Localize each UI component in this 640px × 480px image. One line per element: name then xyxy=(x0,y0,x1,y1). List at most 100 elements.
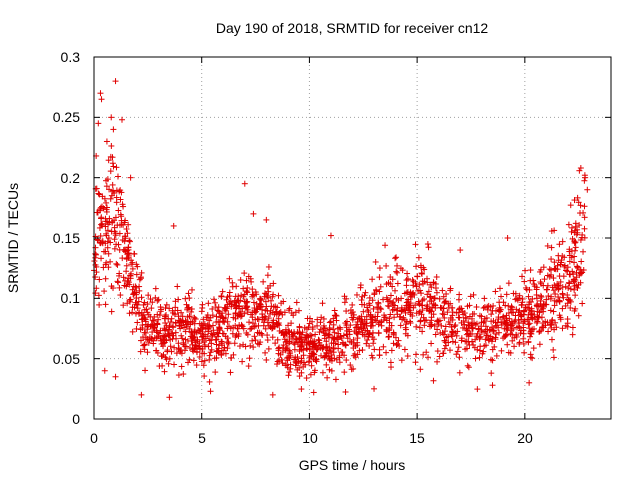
data-point xyxy=(550,346,557,353)
data-point xyxy=(555,257,562,264)
data-point xyxy=(491,343,498,350)
data-point xyxy=(448,304,455,311)
data-point xyxy=(298,343,305,350)
data-point xyxy=(533,295,540,302)
data-point xyxy=(156,330,163,337)
data-point xyxy=(577,210,584,217)
data-point xyxy=(511,343,518,350)
data-point xyxy=(274,320,281,327)
data-point xyxy=(572,292,579,299)
data-point xyxy=(347,307,354,314)
data-point xyxy=(248,325,255,332)
data-point xyxy=(530,345,537,352)
data-point xyxy=(404,270,411,277)
data-point xyxy=(569,324,576,331)
data-point xyxy=(258,297,265,304)
data-point xyxy=(383,294,390,301)
data-point xyxy=(350,352,357,359)
data-point xyxy=(425,354,432,361)
data-point xyxy=(574,194,581,201)
data-point xyxy=(148,305,155,312)
data-point xyxy=(361,316,368,323)
data-point xyxy=(109,160,116,167)
data-point xyxy=(458,305,465,312)
data-point xyxy=(571,278,578,285)
data-point xyxy=(162,326,169,333)
data-point xyxy=(96,239,103,246)
data-point xyxy=(386,297,393,304)
data-point xyxy=(566,280,573,287)
y-tick-label-0: 0 xyxy=(72,411,80,427)
data-point xyxy=(128,270,135,277)
data-point xyxy=(544,286,551,293)
data-point xyxy=(249,286,256,293)
data-point xyxy=(412,359,419,366)
data-point xyxy=(493,352,500,359)
data-point xyxy=(182,317,189,324)
data-point xyxy=(557,278,564,285)
data-point xyxy=(110,126,117,133)
data-point xyxy=(572,239,579,246)
data-point xyxy=(572,223,579,230)
data-point xyxy=(552,291,559,298)
data-point xyxy=(354,351,361,358)
data-point xyxy=(118,213,125,220)
data-point xyxy=(180,339,187,346)
data-point xyxy=(237,297,244,304)
data-point xyxy=(300,352,307,359)
data-point xyxy=(320,315,327,322)
data-point xyxy=(550,308,557,315)
data-point xyxy=(196,353,203,360)
data-point xyxy=(115,279,122,286)
data-point xyxy=(353,330,360,337)
data-point xyxy=(531,325,538,332)
data-point xyxy=(298,369,305,376)
data-point xyxy=(518,327,525,334)
data-point xyxy=(343,324,350,331)
data-point xyxy=(540,301,547,308)
data-point xyxy=(470,341,477,348)
data-point xyxy=(555,286,562,293)
data-point xyxy=(115,241,122,248)
data-point xyxy=(446,321,453,328)
grid-lines xyxy=(94,57,611,419)
data-point xyxy=(493,307,500,314)
data-point xyxy=(135,310,142,317)
data-point xyxy=(175,346,182,353)
data-point xyxy=(533,302,540,309)
data-point xyxy=(367,311,374,318)
data-point xyxy=(129,309,136,316)
data-point xyxy=(163,337,170,344)
data-point xyxy=(235,333,242,340)
data-point xyxy=(426,298,433,305)
data-point xyxy=(231,299,238,306)
data-point xyxy=(374,304,381,311)
data-point xyxy=(311,369,318,376)
data-point xyxy=(582,174,589,181)
data-point xyxy=(133,301,140,308)
data-point xyxy=(227,369,234,376)
data-point xyxy=(125,244,132,251)
data-point xyxy=(437,330,444,337)
data-point xyxy=(252,289,259,296)
data-point xyxy=(98,221,105,228)
data-point xyxy=(327,232,334,239)
axis-ticks xyxy=(93,56,611,420)
data-point xyxy=(209,305,216,312)
data-point xyxy=(163,312,170,319)
data-point xyxy=(174,307,181,314)
data-point xyxy=(435,321,442,328)
data-point xyxy=(121,282,128,289)
data-point xyxy=(206,378,213,385)
data-point xyxy=(320,328,327,335)
data-point xyxy=(267,282,274,289)
data-point xyxy=(209,322,216,329)
data-point xyxy=(276,310,283,317)
data-point xyxy=(104,227,111,234)
data-point xyxy=(340,332,347,339)
data-point xyxy=(377,283,384,290)
data-point xyxy=(175,317,182,324)
data-point xyxy=(100,264,107,271)
data-point xyxy=(497,285,504,292)
data-point xyxy=(107,258,114,265)
